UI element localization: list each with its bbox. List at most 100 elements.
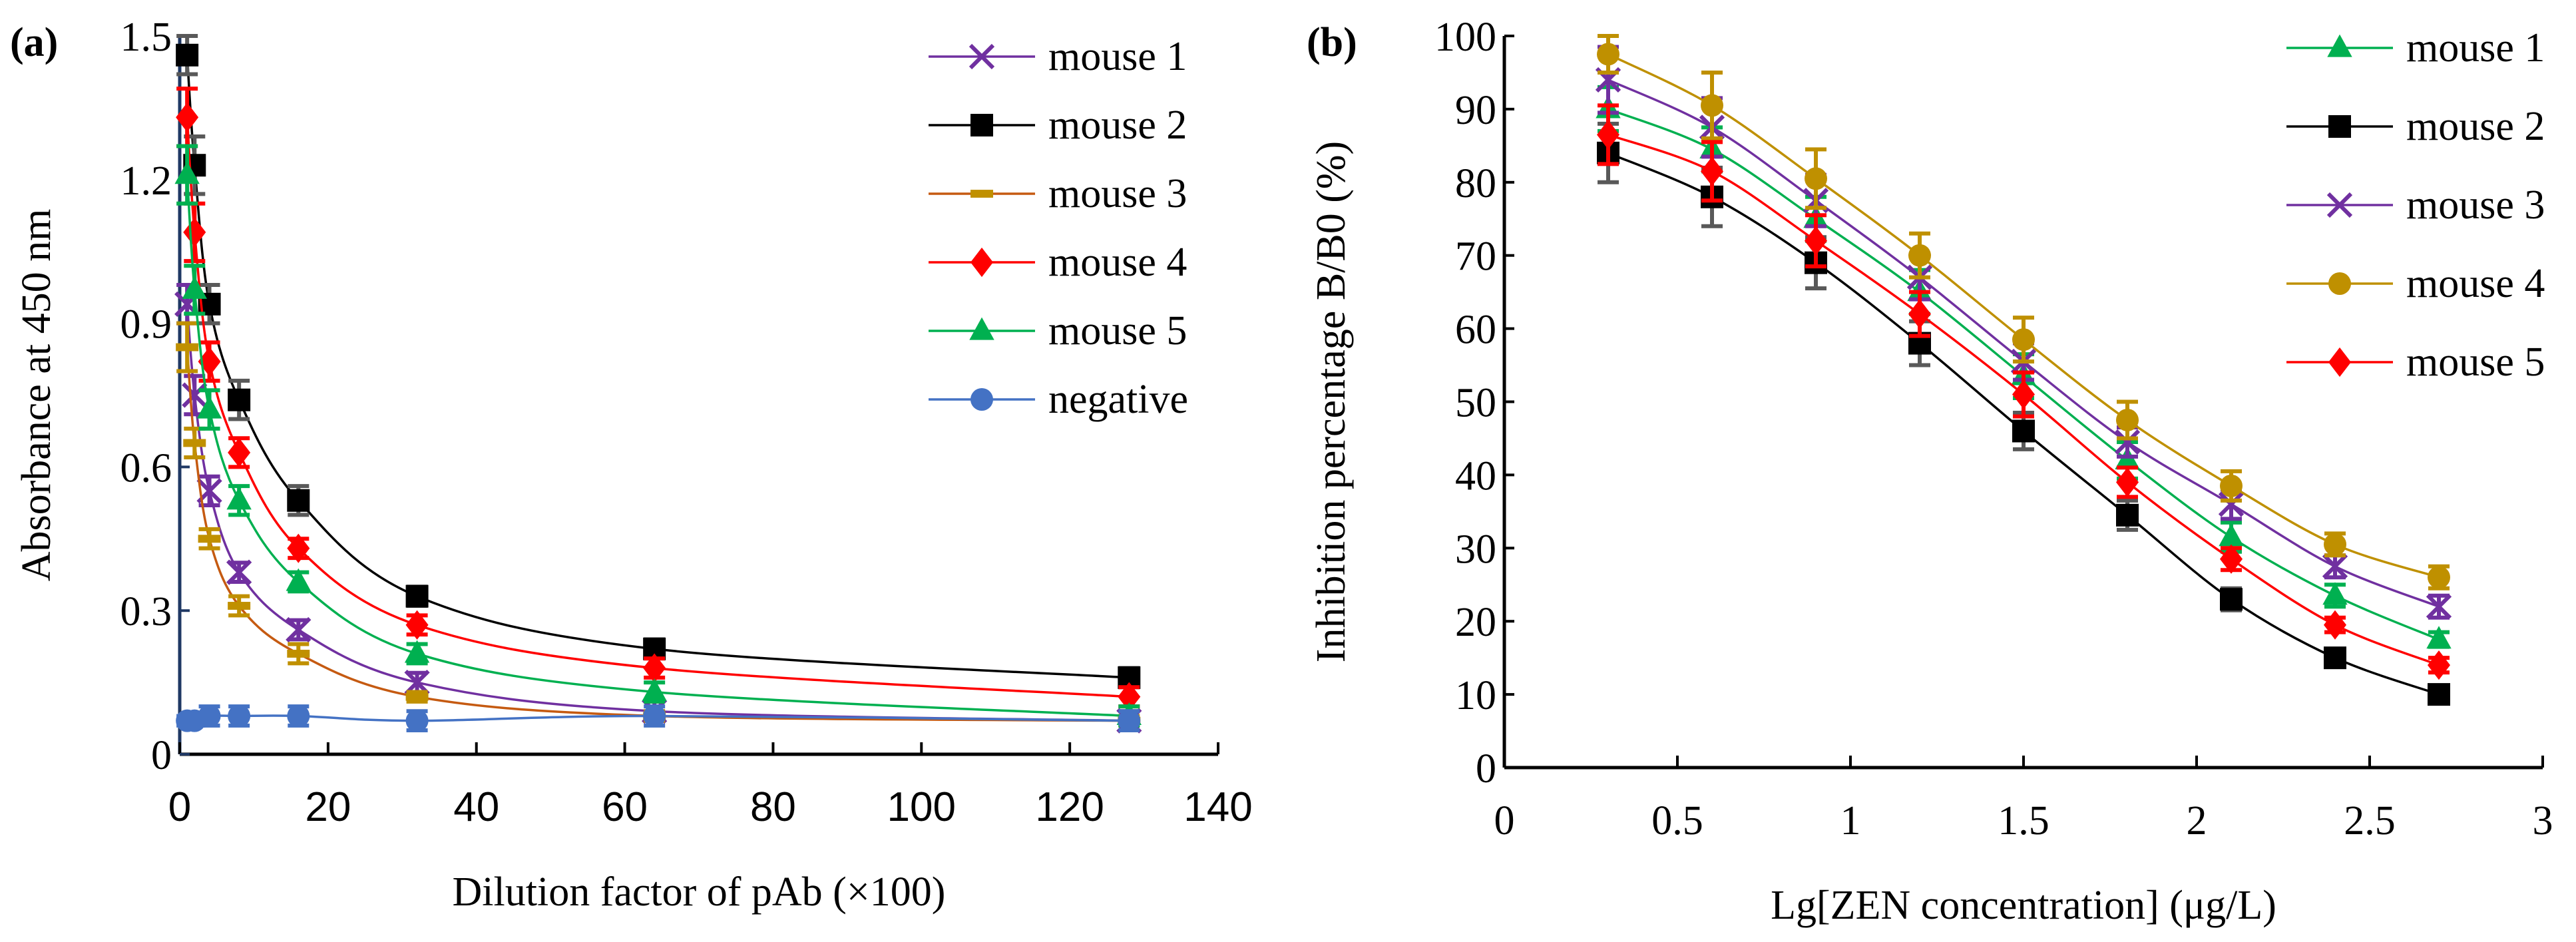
data-point xyxy=(2428,683,2450,706)
data-point xyxy=(287,533,310,563)
data-point xyxy=(2426,626,2452,649)
x-axis-title: Lg[ZEN concentration] (μg/L) xyxy=(1771,883,2276,928)
data-point xyxy=(176,343,199,352)
data-point xyxy=(286,616,312,643)
legend-label: mouse 3 xyxy=(2406,182,2545,228)
x-tick-label: 120 xyxy=(1035,784,1104,830)
data-point xyxy=(2114,429,2141,455)
y-tick-label: 0.3 xyxy=(120,589,172,634)
y-tick-label: 10 xyxy=(1455,673,1496,718)
legend-marker xyxy=(2328,272,2351,295)
legend-marker xyxy=(970,114,993,136)
data-point xyxy=(1118,709,1141,732)
data-point xyxy=(198,535,221,543)
legend-marker xyxy=(2327,34,2352,57)
x-tick-label: 1.5 xyxy=(1998,798,2049,843)
data-point xyxy=(2218,491,2245,517)
data-point xyxy=(1908,299,1931,329)
data-point xyxy=(2220,588,2243,611)
data-point xyxy=(228,437,251,467)
y-tick-label: 80 xyxy=(1455,161,1496,206)
data-point xyxy=(2116,467,2139,497)
data-point xyxy=(2220,474,2243,497)
data-point xyxy=(2322,553,2348,579)
data-point xyxy=(404,640,430,663)
legend-item-mouse-3[interactable]: mouse 3 xyxy=(929,171,1187,216)
data-point xyxy=(1597,43,1619,66)
series-line xyxy=(186,347,1130,722)
data-point xyxy=(2220,544,2243,574)
y-axis-title: Inhibition percentage B/B0 (%) xyxy=(1309,141,1354,662)
legend-label: mouse 1 xyxy=(2406,25,2545,71)
panel-label: (b) xyxy=(1307,20,1357,65)
data-point xyxy=(405,610,429,640)
panel-label: (a) xyxy=(10,20,58,65)
legend-marker xyxy=(970,247,993,278)
x-tick-label: 80 xyxy=(750,784,796,830)
chart-b-inhibition: (b)0 0.5 1 1.5 2 2.5 30102030405060708090100Lg… xyxy=(1307,15,2553,928)
legend-item-mouse-2[interactable]: mouse 2 xyxy=(2286,104,2545,149)
data-point xyxy=(183,439,206,447)
data-point xyxy=(1701,156,1723,186)
series-mouse-5 xyxy=(1597,103,2450,680)
data-point xyxy=(2012,379,2035,409)
y-tick-label: 0.6 xyxy=(120,445,172,491)
series-line xyxy=(186,55,1130,679)
data-point xyxy=(176,43,199,67)
data-point xyxy=(2219,523,2244,547)
y-tick-label: 40 xyxy=(1455,453,1496,499)
legend-item-mouse-3[interactable]: mouse 3 xyxy=(2286,182,2545,228)
legend-marker xyxy=(2328,347,2351,377)
legend-label: negative xyxy=(1048,377,1188,422)
data-point xyxy=(286,568,311,591)
series-mouse-4 xyxy=(1597,34,2450,590)
x-tick-label: 20 xyxy=(305,784,351,830)
data-point xyxy=(1908,244,1931,267)
series-mouse-5 xyxy=(174,144,1142,728)
data-point xyxy=(2012,328,2035,352)
data-point xyxy=(1805,226,1827,256)
data-point xyxy=(404,669,430,696)
legend-item-negative[interactable]: negative xyxy=(929,377,1188,422)
legend-marker xyxy=(968,43,995,70)
legend-item-mouse-2[interactable]: mouse 2 xyxy=(929,103,1187,148)
x-tick-label: 2 xyxy=(2187,798,2207,843)
legend-item-mouse-4[interactable]: mouse 4 xyxy=(929,240,1187,285)
data-point xyxy=(642,678,667,702)
legend-item-mouse-5[interactable]: mouse 5 xyxy=(929,308,1187,353)
legend-item-mouse-4[interactable]: mouse 4 xyxy=(2286,261,2545,306)
x-axis-title: Dilution factor of pAb (×100) xyxy=(453,869,946,915)
legend-label: mouse 5 xyxy=(2406,340,2545,385)
x-tick-label: 0.5 xyxy=(1651,798,1703,843)
chart-a-absorbance: (a) 0 20 40 60 80 100 120 140 0 0.3 0.6 0.9 1.2 1.5 Dil… xyxy=(10,15,1253,915)
y-tick-label: 20 xyxy=(1455,600,1496,645)
legend-marker xyxy=(969,317,994,340)
legend-label: mouse 4 xyxy=(1048,240,1187,285)
x-tick-label: 60 xyxy=(602,784,648,830)
series-line xyxy=(186,304,1130,722)
data-point xyxy=(643,704,666,728)
data-point xyxy=(2116,408,2139,431)
legend-label: mouse 4 xyxy=(2406,261,2545,306)
y-tick-label: 0 xyxy=(1476,746,1496,792)
data-point xyxy=(2012,419,2035,443)
data-point xyxy=(228,388,251,411)
legend-label: mouse 1 xyxy=(1048,34,1187,79)
data-point xyxy=(174,161,200,184)
y-tick-label: 1.2 xyxy=(120,158,172,204)
data-point xyxy=(228,602,251,610)
x-tick-label: 0 xyxy=(1494,798,1515,843)
legend-item-mouse-1[interactable]: mouse 1 xyxy=(929,34,1187,79)
legend-item-mouse-1[interactable]: mouse 1 xyxy=(2286,25,2545,71)
data-point xyxy=(2428,566,2450,589)
data-point xyxy=(226,487,252,510)
data-point xyxy=(287,649,310,658)
y-tick-label: 90 xyxy=(1455,88,1496,133)
data-point xyxy=(2116,503,2139,527)
y-tick-label: 0 xyxy=(151,733,172,778)
data-point xyxy=(1701,94,1723,117)
legend-label: mouse 2 xyxy=(1048,103,1187,148)
data-point xyxy=(226,559,252,585)
x-tick-label: 2.5 xyxy=(2344,798,2396,843)
legend-item-mouse-5[interactable]: mouse 5 xyxy=(2286,340,2545,385)
